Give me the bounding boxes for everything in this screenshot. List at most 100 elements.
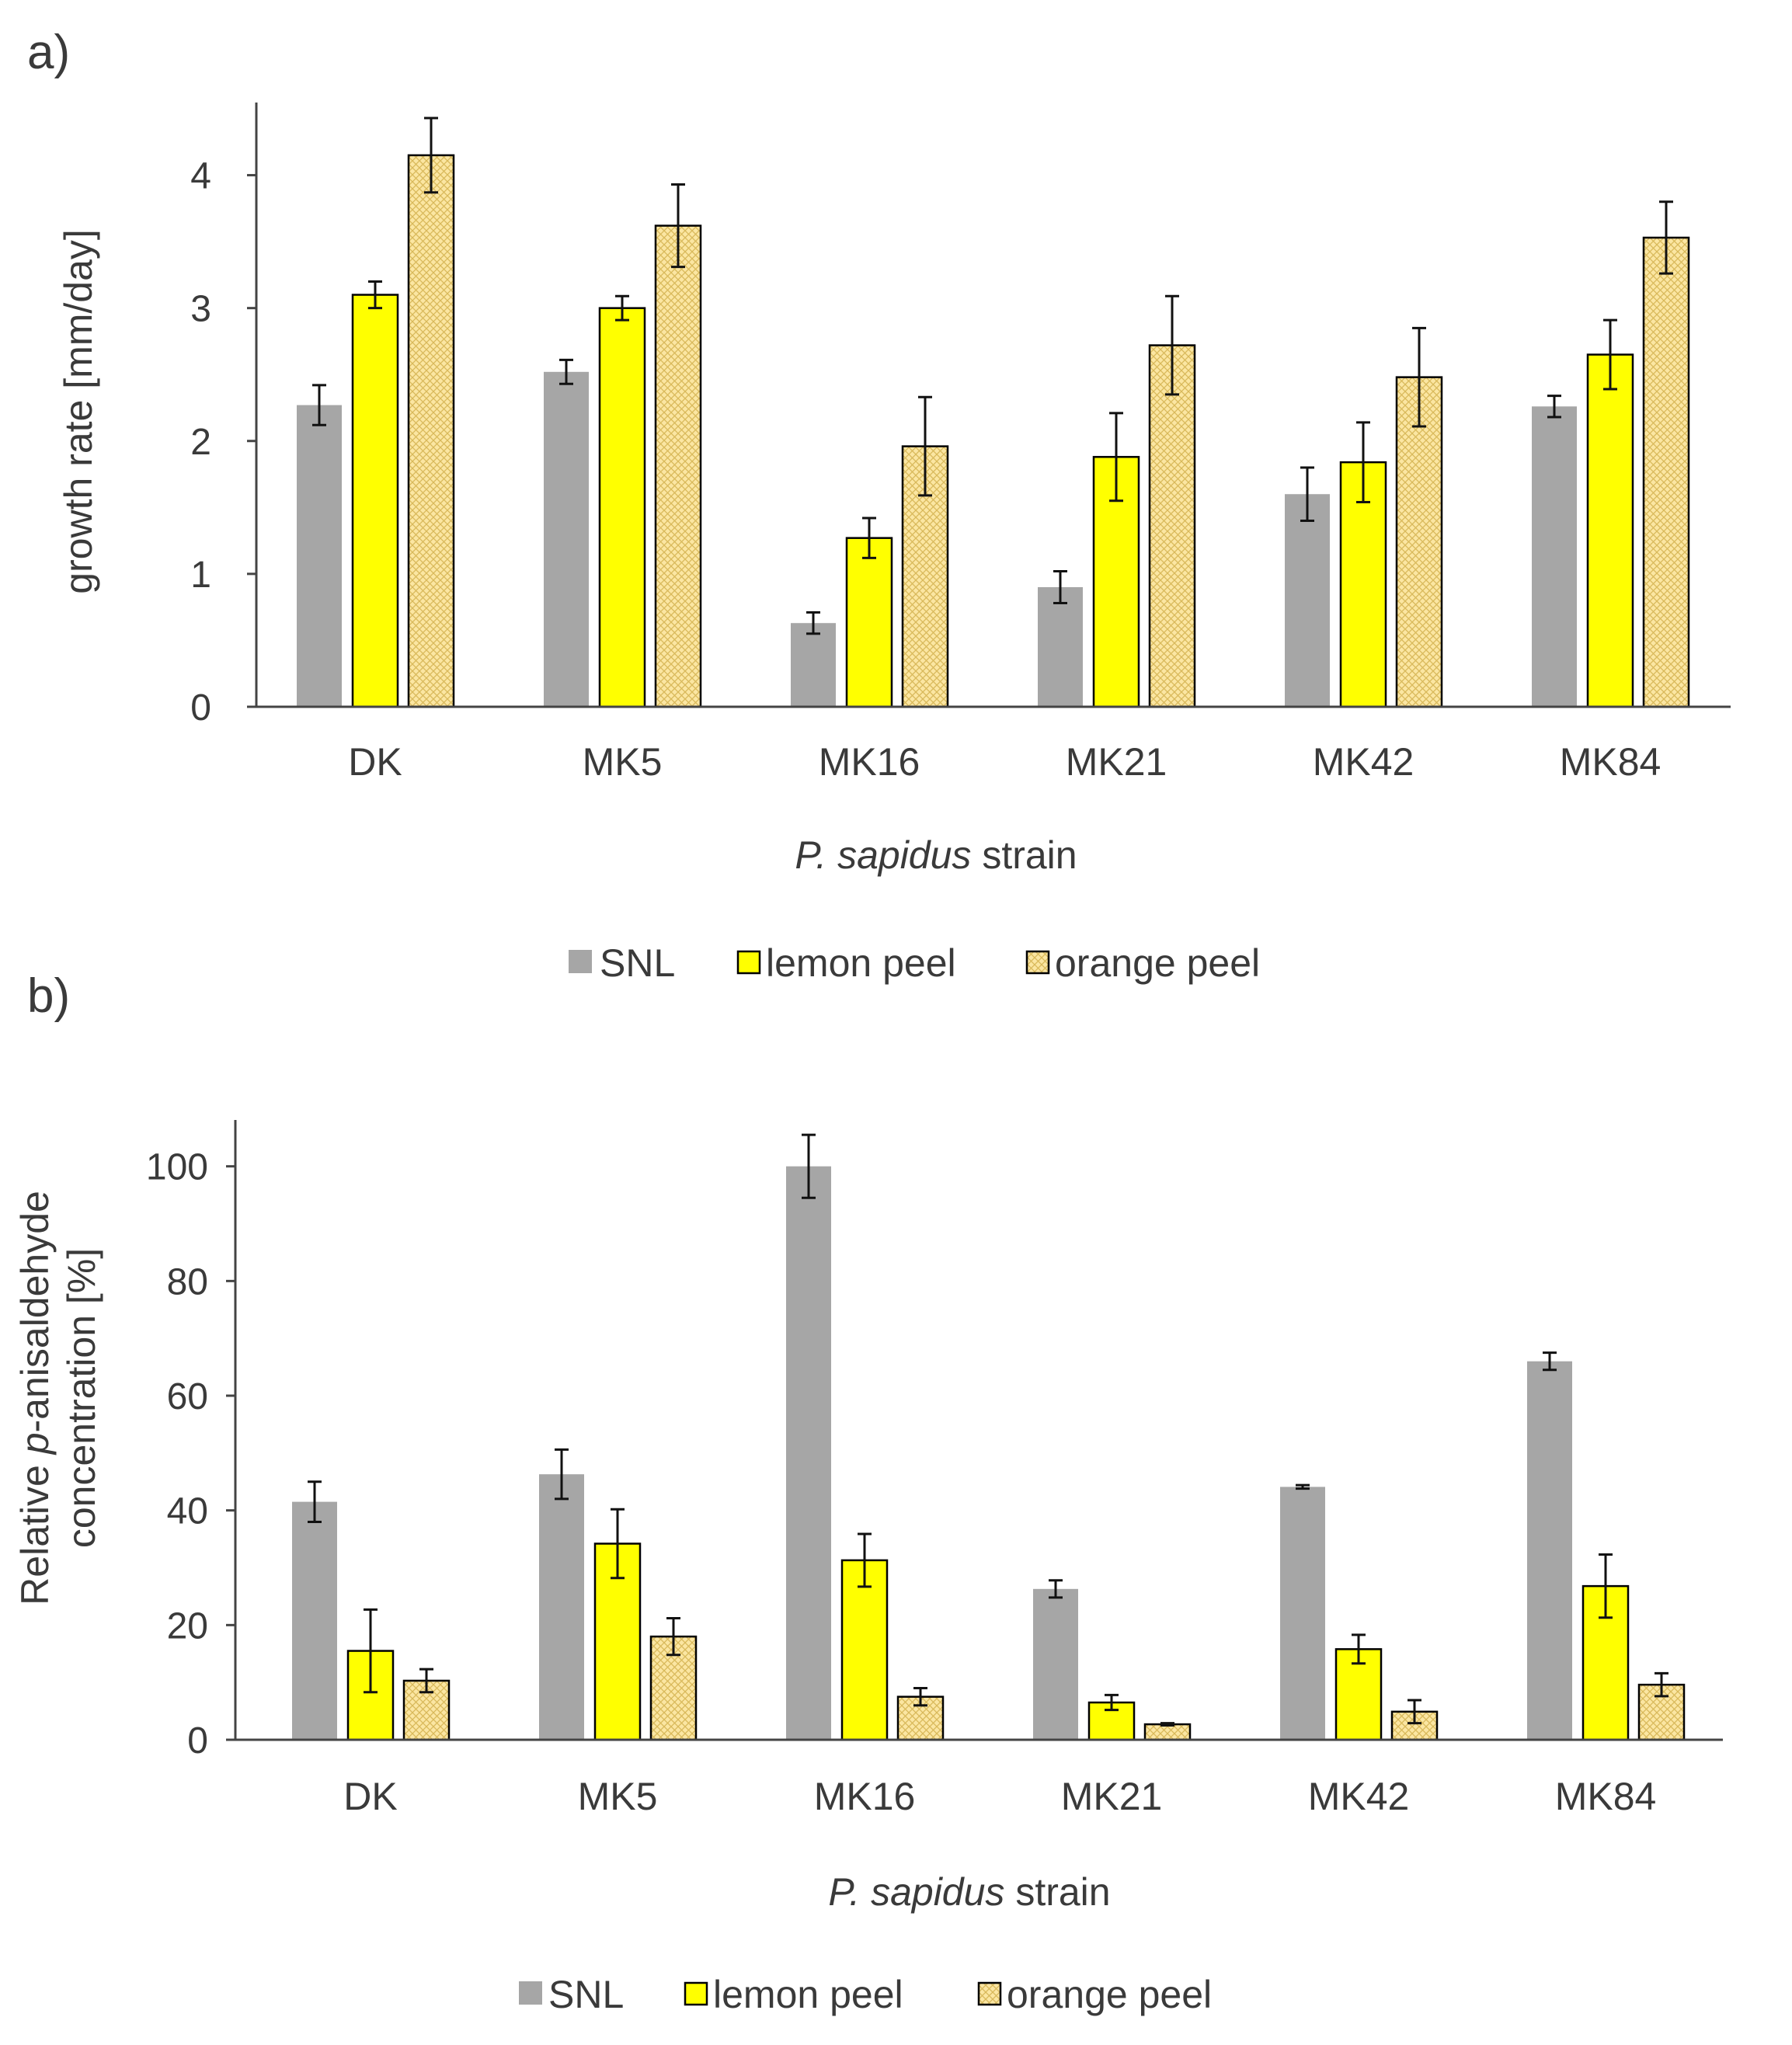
panel-b-y-title-pre: Relative xyxy=(13,1454,57,1605)
error-bar-b-orange-mk5 xyxy=(666,1616,680,1657)
legend-a-orange-label: orange peel xyxy=(1055,941,1260,985)
error-bar-b-orange-mk42 xyxy=(1408,1699,1421,1725)
error-bar-b-orange-mk16 xyxy=(913,1687,927,1707)
legend-b-lemon-swatch xyxy=(684,1981,708,2006)
bar-a-lemon-mk5 xyxy=(598,307,646,708)
error-bar-a-lemon-mk42 xyxy=(1356,421,1370,503)
error-bar-b-lemon-mk16 xyxy=(858,1532,872,1588)
category-label-b-dk: DK xyxy=(343,1775,397,1818)
error-bar-b-lemon-dk xyxy=(364,1608,378,1694)
bar-b-snl-mk16 xyxy=(786,1166,831,1740)
bar-b-snl-dk xyxy=(292,1501,337,1740)
error-bar-a-lemon-mk5 xyxy=(615,294,629,322)
bar-b-snl-mk5 xyxy=(539,1474,584,1740)
legend-a-snl-swatch xyxy=(569,950,592,973)
panel-a-x-axis-title: P. sapidus strain xyxy=(795,833,1077,877)
category-label-b-mk21: MK21 xyxy=(1061,1775,1163,1818)
y-tick-label-b-100: 100 xyxy=(146,1147,208,1188)
panel-a-x-axis-title-rest: strain xyxy=(971,833,1077,877)
category-label-b-mk42: MK42 xyxy=(1308,1775,1410,1818)
error-bar-a-snl-dk xyxy=(312,384,326,426)
category-label-a-dk: DK xyxy=(348,740,402,784)
error-bar-b-lemon-mk5 xyxy=(611,1508,625,1580)
error-bar-b-orange-dk xyxy=(419,1668,433,1694)
error-bar-a-orange-mk21 xyxy=(1165,294,1179,396)
panel-b-y-axis-title: Relative p-anisaldehyde concentration [%… xyxy=(13,1191,103,1605)
legend-b-snl-swatch xyxy=(519,1981,542,2005)
bar-a-orange-mk42 xyxy=(1395,376,1443,708)
legend-a-orange-swatch xyxy=(1025,950,1050,975)
error-bar-b-orange-mk84 xyxy=(1655,1671,1668,1698)
panel-a-label: a) xyxy=(27,26,70,79)
y-tick-label-a-2: 2 xyxy=(190,422,211,463)
error-bar-b-snl-mk16 xyxy=(802,1133,816,1199)
bar-a-snl-mk42 xyxy=(1285,494,1330,707)
error-bar-a-snl-mk5 xyxy=(559,358,573,385)
panel-b-y-axis-title-line2: concentration [%] xyxy=(60,1248,103,1548)
legend-b-orange-label: orange peel xyxy=(1007,1973,1212,2016)
category-label-b-mk16: MK16 xyxy=(814,1775,916,1818)
error-bar-b-lemon-mk84 xyxy=(1599,1553,1613,1619)
error-bar-a-lemon-mk16 xyxy=(862,516,876,559)
category-label-b-mk5: MK5 xyxy=(578,1775,658,1818)
panel-b-y-title-italic: p xyxy=(13,1432,57,1455)
panel-b-category-labels: DK MK5 MK16 MK21 MK42 MK84 xyxy=(343,1775,1656,1818)
error-bar-a-orange-dk xyxy=(424,117,438,194)
panel-b-legend: SNL lemon peel orange peel xyxy=(519,1973,1212,2016)
panel-b-bars xyxy=(234,1120,1723,1741)
y-tick-label-b-20: 20 xyxy=(167,1605,208,1647)
bar-a-orange-dk xyxy=(407,154,455,708)
error-bar-b-snl-mk21 xyxy=(1049,1579,1063,1599)
y-tick-label-a-4: 4 xyxy=(190,156,211,197)
bar-a-lemon-mk84 xyxy=(1586,353,1634,708)
bar-a-snl-mk16 xyxy=(791,623,836,707)
category-label-a-mk84: MK84 xyxy=(1560,740,1662,784)
legend-a-snl-label: SNL xyxy=(600,941,675,985)
panel-a-bars xyxy=(255,103,1731,708)
error-bar-a-snl-mk84 xyxy=(1547,395,1561,419)
bar-b-snl-mk84 xyxy=(1527,1361,1572,1740)
error-bar-b-lemon-mk42 xyxy=(1352,1633,1366,1665)
category-label-a-mk21: MK21 xyxy=(1066,740,1167,784)
error-bar-a-orange-mk42 xyxy=(1412,326,1426,428)
panel-b-y-axis-title-line1: Relative p-anisaldehyde xyxy=(13,1191,57,1605)
y-tick-label-b-80: 80 xyxy=(167,1261,208,1302)
error-bar-b-orange-mk21 xyxy=(1160,1722,1174,1727)
error-bar-a-lemon-dk xyxy=(368,280,382,310)
bar-a-orange-mk21 xyxy=(1148,344,1196,708)
error-bar-a-snl-mk21 xyxy=(1053,569,1067,605)
y-tick-label-b-40: 40 xyxy=(167,1491,208,1532)
panel-a-y-axis-title: growth rate [mm/day] xyxy=(57,229,100,594)
legend-b-lemon-label: lemon peel xyxy=(713,1973,903,2016)
error-bar-b-snl-mk84 xyxy=(1543,1351,1557,1372)
panel-b-label: b) xyxy=(27,969,70,1023)
bar-b-orange-mk21 xyxy=(1143,1723,1192,1741)
bar-b-snl-mk21 xyxy=(1033,1588,1078,1740)
legend-b-snl-label: SNL xyxy=(548,1973,624,2016)
panel-b-x-axis-title: P. sapidus strain xyxy=(828,1870,1110,1914)
y-tick-label-a-1: 1 xyxy=(190,555,211,596)
y-tick-label-b-60: 60 xyxy=(167,1376,208,1417)
panel-b-x-axis-title-italic: P. sapidus xyxy=(828,1870,1004,1914)
bar-b-snl-mk42 xyxy=(1280,1487,1325,1740)
error-bar-a-snl-mk16 xyxy=(806,611,820,635)
error-bar-a-orange-mk84 xyxy=(1659,200,1673,275)
error-bar-a-orange-mk16 xyxy=(918,395,932,497)
legend-a-lemon-label: lemon peel xyxy=(766,941,956,985)
bar-a-snl-mk21 xyxy=(1038,587,1083,707)
bar-a-lemon-mk16 xyxy=(845,537,893,708)
error-bar-a-orange-mk5 xyxy=(671,183,685,269)
bar-b-lemon-mk16 xyxy=(840,1559,889,1741)
error-bar-b-lemon-mk21 xyxy=(1105,1693,1119,1712)
panel-b-y-ticks: 0 20 40 60 80 100 xyxy=(146,1147,235,1762)
panel-a-legend: SNL lemon peel orange peel xyxy=(569,941,1260,985)
error-bar-a-snl-mk42 xyxy=(1300,466,1314,522)
bar-a-orange-mk84 xyxy=(1642,236,1690,708)
error-bar-a-lemon-mk84 xyxy=(1603,318,1617,391)
panel-b-y-title-post: -anisaldehyde xyxy=(13,1191,57,1432)
error-bar-b-snl-mk42 xyxy=(1296,1483,1310,1490)
bar-a-snl-mk5 xyxy=(544,371,589,707)
category-label-a-mk5: MK5 xyxy=(583,740,663,784)
panel-b-anisaldehyde-chart: b) 0 20 40 60 80 100 DK MK5 MK16 MK21 MK42 MK84 Re… xyxy=(13,969,1723,2016)
